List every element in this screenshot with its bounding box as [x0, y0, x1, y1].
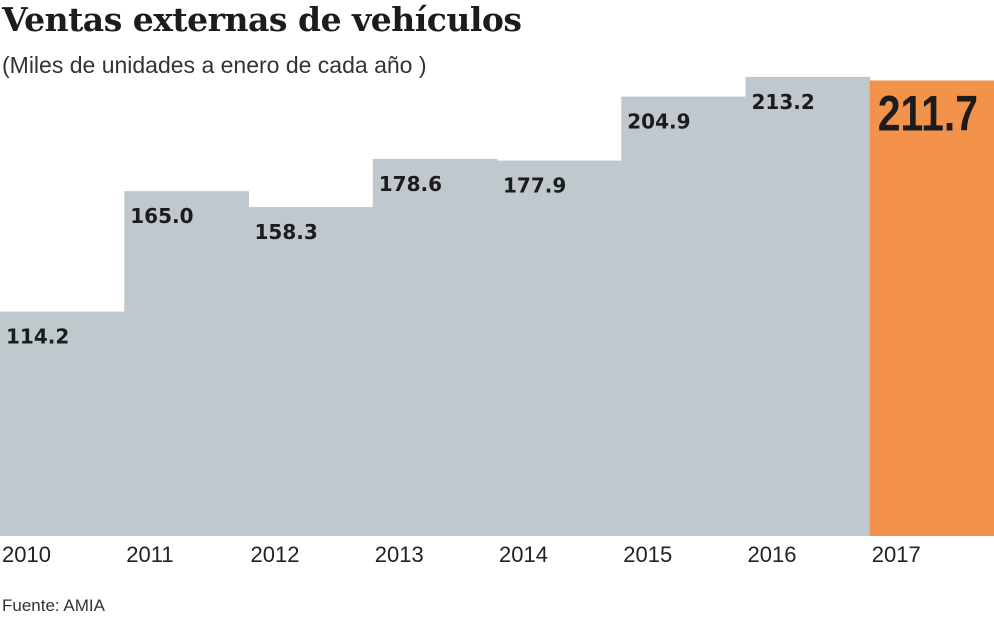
x-tick-label-2012: 2012 — [251, 542, 300, 567]
bar-2012 — [248, 207, 374, 536]
bar-2011 — [124, 191, 249, 537]
bar-2014 — [497, 160, 622, 537]
chart-subtitle: (Miles de unidades a enero de cada año ) — [2, 52, 427, 78]
data-label-2015: 204.9 — [627, 110, 690, 134]
bar-2013 — [372, 158, 498, 537]
x-tick-label-2017: 2017 — [872, 542, 921, 567]
x-tick-label-2013: 2013 — [375, 542, 424, 567]
data-label-2016: 213.2 — [752, 90, 815, 114]
x-tick-label-2015: 2015 — [623, 542, 672, 567]
x-tick-label-2014: 2014 — [499, 542, 548, 567]
bar-2016 — [745, 76, 871, 536]
data-label-2012: 158.3 — [255, 220, 318, 244]
source-note: Fuente: AMIA — [2, 596, 105, 615]
data-label-2017: 211.7 — [878, 86, 978, 142]
bar-2010 — [0, 311, 125, 536]
bar-2017 — [869, 80, 994, 537]
bar-2015 — [621, 96, 746, 537]
x-tick-label-2010: 2010 — [2, 542, 51, 567]
x-tick-label-2011: 2011 — [126, 542, 173, 567]
chart-title: Ventas externas de vehículos — [2, 0, 522, 39]
data-label-2013: 178.6 — [379, 172, 442, 196]
x-tick-label-2016: 2016 — [748, 542, 797, 567]
data-label-2011: 165.0 — [130, 204, 193, 228]
data-label-2014: 177.9 — [503, 174, 566, 198]
data-label-2010: 114.2 — [6, 325, 69, 349]
